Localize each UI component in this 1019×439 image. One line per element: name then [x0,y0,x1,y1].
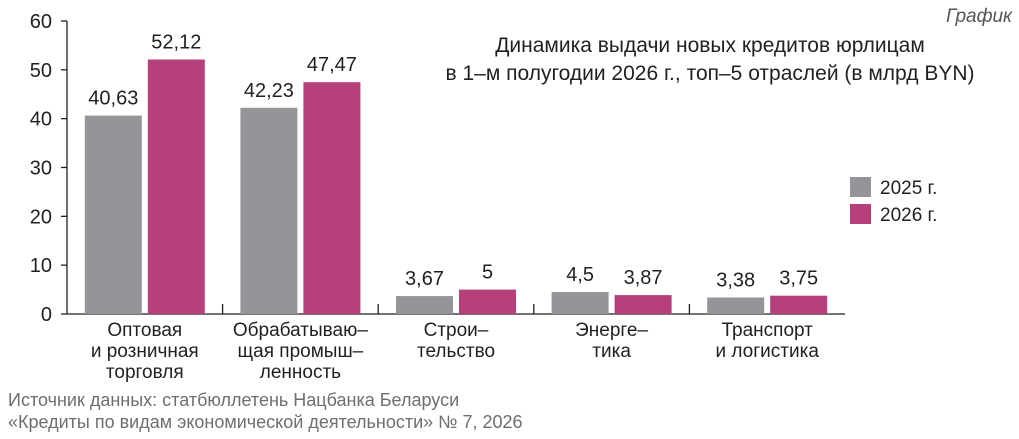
value-label: 4,5 [566,264,594,286]
value-label: 42,23 [244,80,294,102]
value-labels: 40,63 52,12 42,23 47,47 3,67 5 4,5 3,87 3,38 3,75 [88,31,818,291]
value-label: 3,87 [624,267,663,289]
y-tick-label: 50 [30,60,52,82]
category-label: Оптовая [107,320,182,341]
value-label: 52,12 [151,31,201,53]
source-line-2: «Кредиты по видам экономической деятельн… [8,412,523,432]
bars [84,59,828,315]
bar-2026-4 [770,295,828,314]
value-label: 3,38 [716,269,755,291]
legend-swatch-2025 [850,177,871,197]
chart-title-line-2: в 1–м полугодии 2026 г., топ–5 отраслей … [445,62,974,85]
category-label: Обрабатываю– [233,320,368,341]
bar-2026-3 [614,295,672,314]
value-label: 47,47 [307,54,357,76]
y-tick-label: 10 [30,255,52,277]
value-label: 40,63 [88,88,138,110]
value-label: 5 [482,262,493,284]
category-label: и розничная [91,341,199,362]
bar-2025-2 [396,296,453,314]
bar-2026-1 [303,82,361,314]
source-line-1: Источник данных: статбюллетень Нацбанка … [8,390,459,410]
y-tick-label: 20 [30,206,52,228]
category-label: торговля [106,362,184,383]
bar-2026-0 [147,59,205,314]
bar-2025-4 [707,297,765,314]
bar-2025-0 [84,115,142,314]
category-label: тельство [417,341,495,362]
legend-label: 2026 г. [880,205,937,226]
category-label: ленность [260,362,341,383]
category-label: тика [592,341,631,362]
category-label: и логистика [715,341,819,362]
bar-2026-2 [459,289,516,314]
y-tick-label: 0 [41,304,52,326]
category-label: Строи– [424,320,489,341]
bar-2025-1 [240,107,298,315]
legend-label: 2025 г. [880,178,937,199]
category-label: Энерге– [575,320,648,341]
value-label: 3,75 [779,268,818,290]
value-label: 3,67 [405,268,444,290]
legend: 2025 г. 2026 г. [850,177,937,226]
category-label: щая промыш– [238,341,364,362]
category-label: Транспорт [722,320,814,341]
legend-swatch-2026 [850,204,871,224]
chart-title-line-1: Динамика выдачи новых кредитов юрлицам [495,34,925,57]
y-tick-label: 40 [30,109,52,131]
y-tick-label: 60 [30,11,52,33]
y-axis: 0 10 20 30 40 50 60 [30,11,845,326]
bar-2025-3 [551,292,609,314]
y-tick-label: 30 [30,158,52,180]
chart-kicker: График [946,6,1013,27]
